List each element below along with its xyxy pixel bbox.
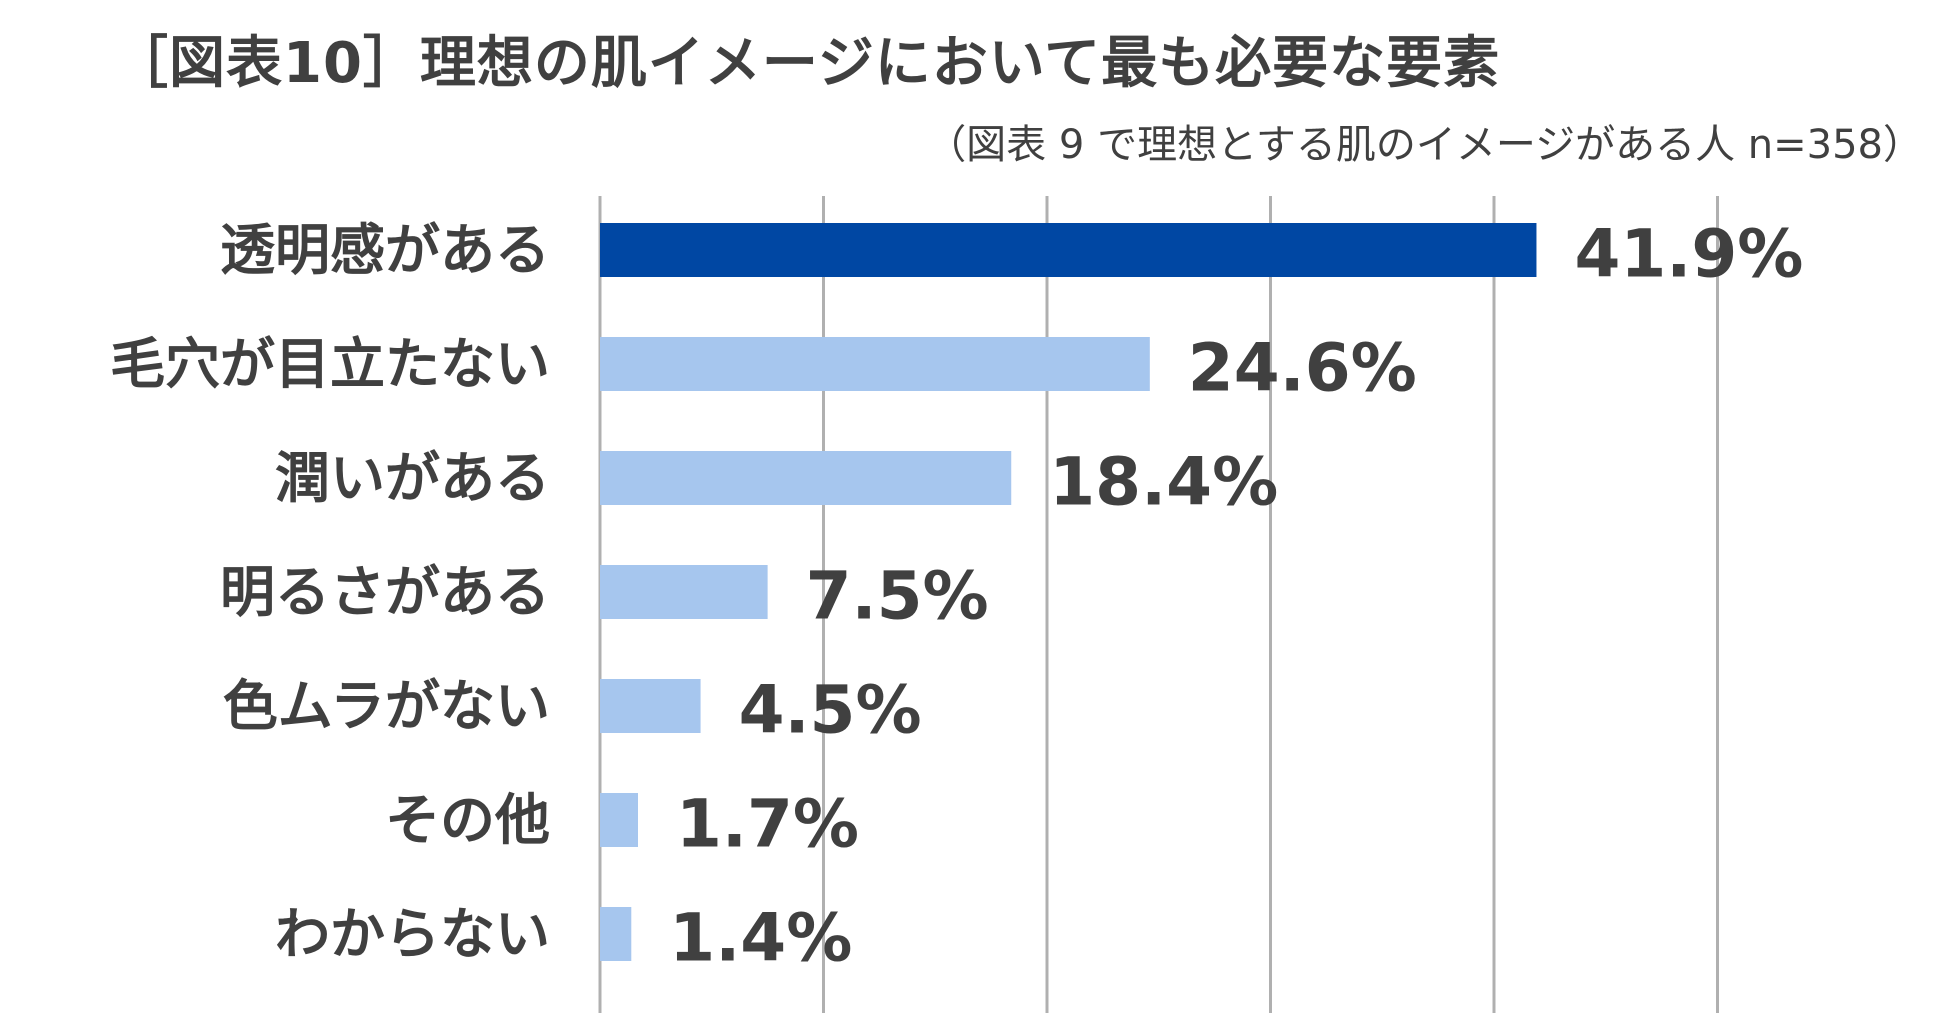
bar-5: [600, 679, 701, 733]
value-label: 1.7%: [676, 786, 859, 863]
bar-7: [600, 907, 632, 961]
value-label: 18.4%: [1049, 444, 1278, 521]
category-label: 潤いがある: [275, 446, 550, 510]
category-label: 色ムラがない: [223, 674, 550, 738]
bar-2: [600, 337, 1150, 391]
category-label: わからない: [275, 902, 550, 966]
value-label: 7.5%: [806, 558, 989, 635]
value-label: 4.5%: [739, 672, 922, 749]
chart-title: ［図表10］理想の肌イメージにおいて最も必要な要素: [112, 31, 1501, 96]
bar-3: [600, 451, 1012, 505]
category-label: 透明感がある: [220, 218, 550, 282]
value-labels: 41.9% 24.6% 18.4% 7.5% 4.5% 1.7% 1.4%: [669, 216, 1803, 977]
bar-4: [600, 565, 768, 619]
chart-subtitle: （図表 9 で理想とする肌のイメージがある人 n=358）: [926, 122, 1923, 168]
bar-1: [600, 223, 1537, 277]
category-label: その他: [385, 788, 550, 852]
value-label: 41.9%: [1574, 216, 1803, 293]
value-label: 24.6%: [1188, 330, 1417, 407]
bar-6: [600, 793, 638, 847]
category-label: 明るさがある: [220, 560, 550, 624]
bars: [600, 223, 1537, 961]
category-label: 毛穴が目立たない: [110, 332, 550, 396]
value-label: 1.4%: [669, 900, 852, 977]
